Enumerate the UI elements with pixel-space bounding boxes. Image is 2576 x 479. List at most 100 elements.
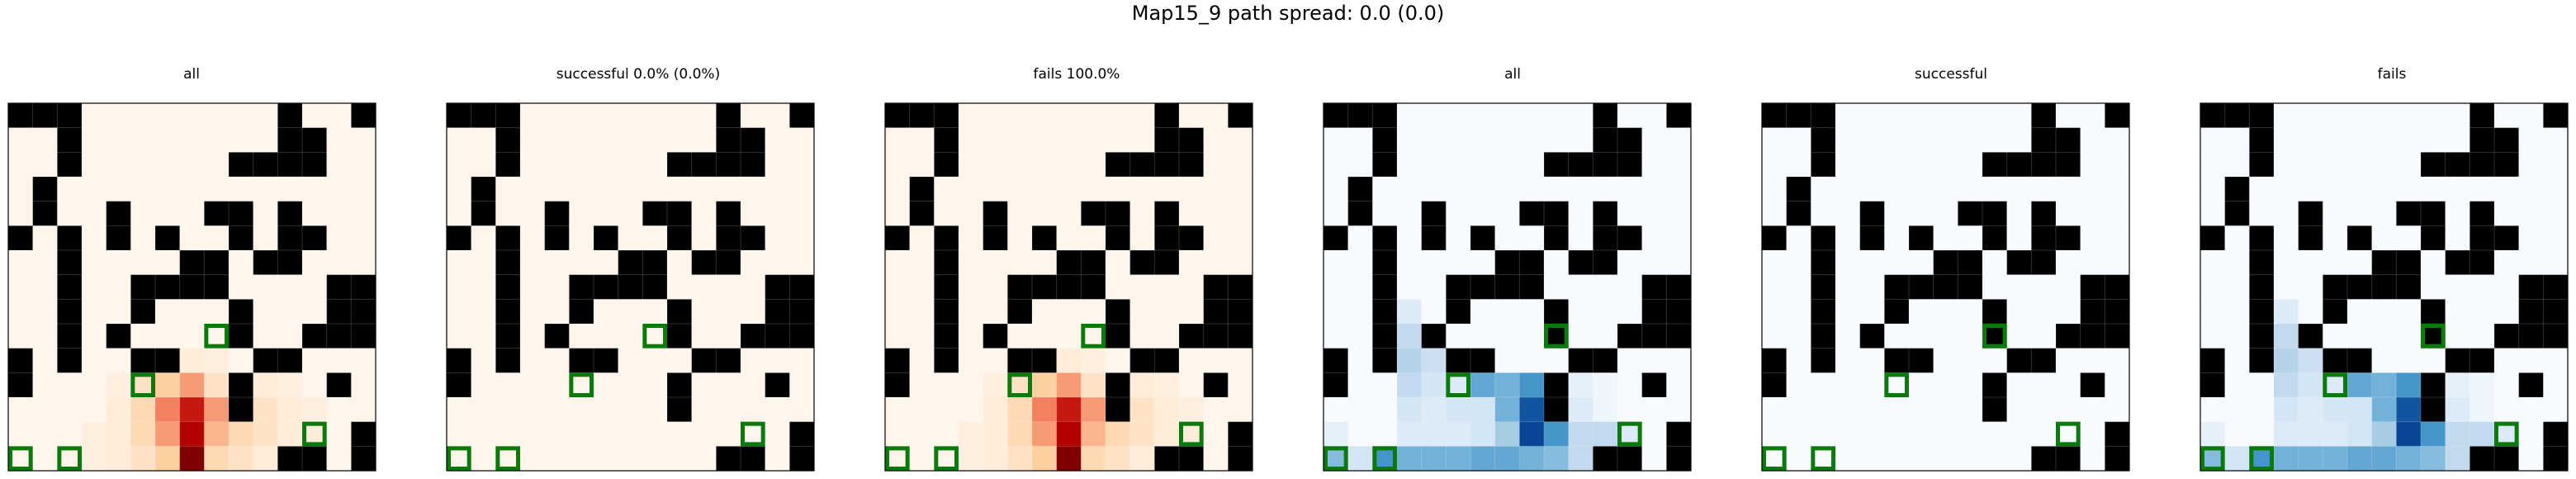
wall-cell (277, 446, 303, 472)
heat-cell (1641, 348, 1667, 373)
wall-cell (2445, 152, 2470, 178)
wall-cell (302, 324, 327, 349)
heatmap-panel-2 (446, 102, 815, 472)
wall-cell (2200, 225, 2225, 251)
heat-cell (691, 127, 717, 153)
heat-cell (2494, 201, 2519, 226)
heat-cell (1835, 421, 1860, 447)
heat-cell (909, 446, 935, 472)
heat-cell (471, 372, 496, 398)
heat-cell (983, 103, 1008, 128)
heat-cell (741, 274, 765, 300)
heat-cell (1154, 177, 1180, 202)
heat-cell (1446, 250, 1471, 275)
wall-cell (618, 250, 643, 275)
wall-cell (229, 299, 253, 325)
heat-cell (765, 177, 790, 202)
wall-cell (57, 127, 83, 153)
heat-cell (741, 201, 765, 226)
heat-cell (1617, 103, 1642, 128)
heat-cell (1154, 372, 1180, 398)
heat-cell (1933, 177, 1958, 202)
wall-cell (2543, 103, 2569, 128)
wall-cell (1372, 348, 1398, 373)
heat-cell (106, 397, 131, 422)
heat-cell (302, 177, 327, 202)
wall-cell (2298, 225, 2323, 251)
wall-cell (1203, 372, 1229, 398)
goal-marker (1884, 372, 1909, 398)
heat-cell (1786, 421, 1811, 447)
heat-cell (2006, 372, 2032, 398)
heat-cell (155, 299, 180, 325)
heat-cell (1909, 152, 1934, 178)
wall-cell (1859, 225, 1885, 251)
heat-cell (204, 127, 230, 153)
wall-cell (1106, 152, 1130, 178)
heat-cell (130, 103, 156, 128)
heat-cell (1228, 127, 1253, 153)
heat-cell (106, 250, 131, 275)
heat-cell (1519, 324, 1545, 349)
wall-cell (1544, 372, 1569, 398)
heat-cell (569, 103, 594, 128)
wall-cell (667, 299, 692, 325)
heat-cell (1056, 225, 1082, 251)
heat-cell (2006, 446, 2032, 472)
heat-cell (326, 152, 352, 178)
heat-cell (1859, 397, 1885, 422)
heat-cell (1519, 421, 1545, 447)
wall-cell (229, 324, 253, 349)
heat-cell (229, 127, 253, 153)
heat-cell (1129, 372, 1155, 398)
heat-cell (667, 103, 692, 128)
heat-cell (1958, 372, 1983, 398)
wall-cell (1129, 152, 1155, 178)
heat-cell (520, 274, 545, 300)
heat-cell (1129, 225, 1155, 251)
heat-cell (1203, 250, 1229, 275)
goal-marker (1324, 446, 1348, 472)
heat-cell (1081, 446, 1106, 472)
heat-cell (909, 324, 935, 349)
heat-cell (447, 324, 471, 349)
wall-cell (2469, 152, 2495, 178)
wall-cell (909, 177, 935, 202)
wall-cell (1641, 372, 1667, 398)
heat-cell (1179, 372, 1204, 398)
heat-cell (1372, 177, 1398, 202)
heat-cell (909, 152, 935, 178)
heat-cell (1494, 324, 1520, 349)
wall-cell (1641, 274, 1667, 300)
heat-cell (544, 127, 570, 153)
heat-cell (1568, 201, 1593, 226)
wall-cell (2031, 103, 2057, 128)
wall-cell (1494, 274, 1520, 300)
wall-cell (1958, 274, 1983, 300)
heat-cell (1982, 274, 2007, 300)
heat-cell (1884, 421, 1910, 447)
heat-cell (1154, 274, 1180, 300)
wall-cell (57, 103, 83, 128)
heat-cell (2298, 299, 2323, 325)
heat-cell (1835, 274, 1860, 300)
wall-cell (1154, 250, 1180, 275)
heat-cell (351, 372, 376, 398)
wall-cell (2105, 274, 2130, 300)
heat-cell (691, 299, 717, 325)
heat-cell (1617, 348, 1642, 373)
heat-cell (1007, 225, 1033, 251)
heat-cell (2445, 299, 2470, 325)
heat-cell (1982, 127, 2007, 153)
heat-cell (82, 348, 107, 373)
heat-cell (204, 348, 230, 373)
wall-cell (934, 127, 959, 153)
wall-cell (1154, 201, 1180, 226)
heat-cell (2298, 274, 2323, 300)
heat-cell (1982, 348, 2007, 373)
heat-cell (179, 299, 205, 325)
wall-cell (983, 201, 1008, 226)
heat-cell (983, 446, 1008, 472)
heat-cell (1982, 250, 2007, 275)
heat-cell (2274, 225, 2299, 251)
